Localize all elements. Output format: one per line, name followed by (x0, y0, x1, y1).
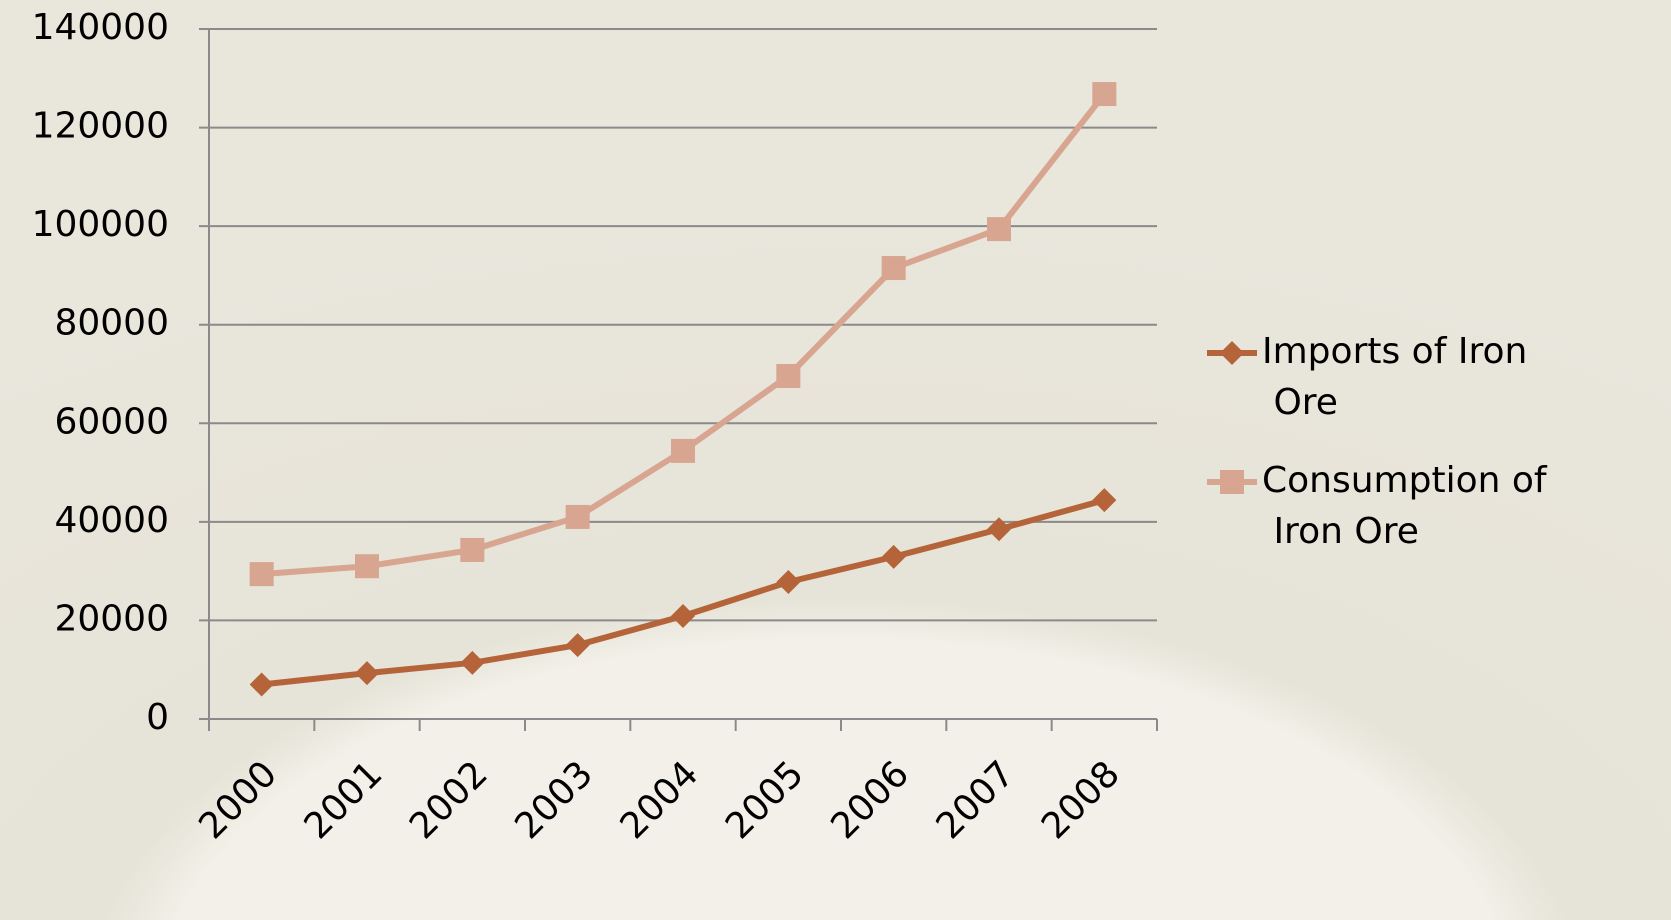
y-tick-label: 140000 (32, 7, 169, 48)
data-point (671, 603, 695, 628)
data-point (1092, 82, 1117, 107)
data-point (776, 363, 801, 388)
data-point (355, 661, 379, 686)
data-point (881, 256, 906, 281)
data-point (987, 517, 1011, 542)
data-point (987, 217, 1011, 242)
data-point (671, 438, 695, 463)
data-point (249, 672, 274, 697)
data-point (565, 504, 590, 529)
data-point (776, 569, 801, 594)
y-tick-label: 80000 (54, 303, 169, 344)
y-tick-label: 100000 (32, 204, 169, 245)
data-point (565, 633, 590, 658)
y-tick-label: 0 (146, 697, 169, 738)
data-point (460, 537, 485, 562)
y-tick-label: 40000 (54, 500, 169, 541)
y-tick-label: 20000 (54, 598, 169, 639)
legend-marker (1220, 341, 1244, 365)
data-point (881, 544, 906, 569)
data-point (460, 650, 485, 675)
legend-label: Consumption of Iron Ore (1262, 460, 1548, 552)
legend-marker (1220, 470, 1244, 494)
legend-label: Imports of Iron Ore (1262, 331, 1527, 423)
data-point (1092, 488, 1117, 513)
y-tick-label: 120000 (32, 106, 169, 147)
y-tick-label: 60000 (54, 401, 169, 442)
data-point (249, 562, 274, 587)
data-point (355, 554, 379, 579)
